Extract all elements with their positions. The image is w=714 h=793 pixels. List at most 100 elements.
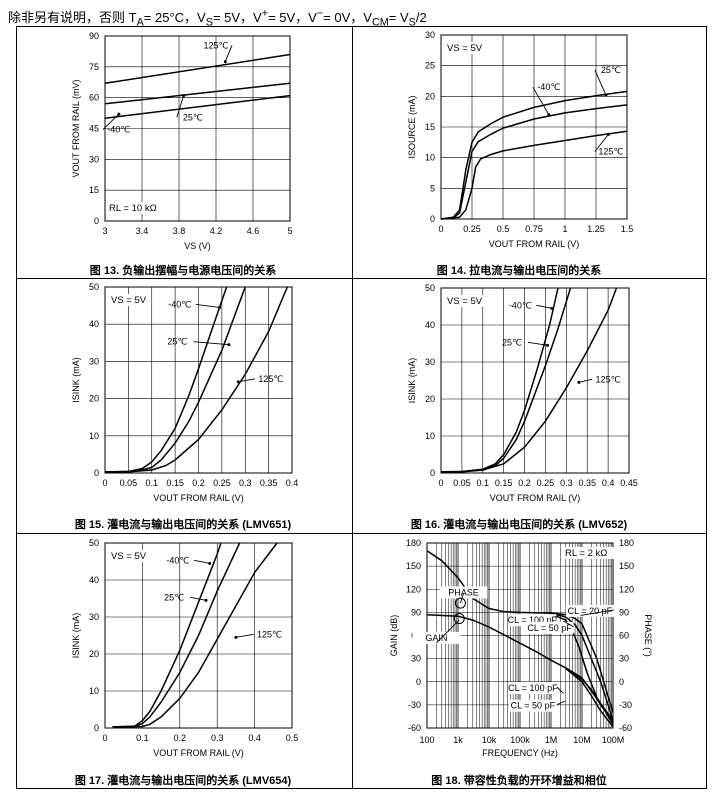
x-axis-label: VOUT FROM RAIL (V) (490, 493, 581, 503)
x-axis-label: FREQUENCY (Hz) (482, 748, 558, 758)
x-tick-label: 0.5 (497, 224, 510, 234)
series-line-125℃ (104, 53, 291, 85)
annotation-bg (563, 547, 616, 559)
figure-17-caption: 图 17. 灌电流与输出电压间的关系 (LMV654) (74, 775, 292, 787)
arrow-head (223, 60, 227, 64)
x-tick-label: 0.4 (286, 478, 299, 488)
label-leader (580, 609, 614, 616)
series-line-125℃ (112, 542, 278, 728)
series-line-125℃ (441, 287, 618, 473)
x-tick-label: 0.35 (260, 478, 278, 488)
label-arrow (102, 113, 120, 130)
label-arrow (594, 134, 609, 152)
figure-16-caption: 图 16. 灌电流与输出电压间的关系 (LMV652) (410, 519, 628, 531)
series-line--40℃ (440, 104, 628, 220)
label-arrow (238, 378, 256, 383)
series-label: 25℃ (183, 112, 203, 122)
y-tick-label: 0 (94, 216, 99, 226)
series-line-PHASE (426, 550, 614, 713)
y-tick-label: 15 (425, 122, 435, 132)
label-bg (525, 621, 574, 634)
series-line-PHASE CL=50pF (550, 612, 614, 721)
gain-phase-label: CL = 20 pF (568, 606, 613, 616)
series-label: 25℃ (601, 65, 621, 75)
y-tick-label: 90 (89, 31, 99, 41)
y-tick-label: 40 (425, 320, 435, 330)
y-tick-label: 50 (89, 538, 99, 548)
arrow-head (577, 380, 581, 384)
chart-15: 0 10 20 30 40 50 0 0.05 0.1 0.15 0.2 0.25 0.3 0.35 0.4… (71, 282, 298, 503)
y-tick-label: 0 (94, 723, 99, 733)
label-bg (565, 604, 614, 617)
series-label: 125℃ (203, 40, 228, 50)
x-tick-label: 0.1 (136, 733, 149, 743)
x-tick-label: 3 (102, 226, 107, 236)
x-tick-label: 0.15 (495, 478, 513, 488)
label-bg (439, 586, 488, 599)
y-tick-label: 180 (406, 538, 421, 548)
x-tick-label: 0.1 (477, 478, 490, 488)
label-arrow (536, 304, 552, 309)
x-tick-label: 4.2 (210, 226, 223, 236)
x-tick-label: 0 (102, 733, 107, 743)
y2-axis-label: PHASE (°) (643, 614, 653, 657)
y-tick-label: 0 (430, 468, 435, 478)
series-line--40℃ (104, 94, 291, 119)
annotation-bg (109, 550, 152, 562)
series-line-25℃ (104, 82, 291, 105)
x-tick-label: 0.75 (525, 224, 543, 234)
annotation-bg (107, 202, 165, 214)
gain-phase-label: GAIN (425, 633, 447, 643)
series-label: 125℃ (596, 374, 621, 384)
x-tick-label: 10M (573, 735, 591, 745)
x-tick-label: 0.05 (453, 478, 471, 488)
y-tick-label: 30 (89, 356, 99, 366)
arrow-head (227, 343, 231, 347)
x-tick-label: 0.35 (578, 478, 596, 488)
y-axis-label: ISINK (mA) (71, 613, 81, 659)
y-tick-label: 20 (425, 91, 435, 101)
series-line-125℃ (440, 130, 628, 220)
annotation-label: VS = 5V (447, 296, 483, 307)
series-label: 25℃ (502, 337, 522, 347)
figure-14-caption: 图 14. 拉电流与输出电压间的关系 (436, 265, 602, 277)
y-tick-label: 10 (89, 431, 99, 441)
arrow-head (550, 306, 554, 310)
plot-frame (104, 35, 291, 222)
x-tick-label: 1 (562, 224, 567, 234)
x-tick-label: 1k (453, 735, 463, 745)
label-arrow (235, 633, 254, 638)
y-axis-label: ISOURCE (mA) (407, 95, 417, 158)
x-tick-label: 0.2 (174, 733, 187, 743)
x-tick-label: 1M (545, 735, 558, 745)
label-arrow (190, 596, 207, 601)
x-tick-label: 0.4 (602, 478, 615, 488)
series-label: -40℃ (168, 299, 191, 309)
marker-circle (453, 613, 465, 625)
gain-phase-label: CL = 100 pF (508, 615, 558, 625)
x-tick-label: 4.6 (247, 226, 260, 236)
y-tick-label: 120 (406, 584, 421, 594)
label-leader (563, 620, 574, 628)
y-axis-label: GAIN (dB) (389, 615, 399, 657)
annotation-label: RL = 10 kΩ (109, 203, 157, 214)
x-tick-label: 0.15 (166, 478, 184, 488)
gain-phase-label: CL = 50 pF (511, 701, 556, 711)
plot-frame (104, 286, 293, 474)
label-arrow (578, 378, 593, 383)
x-axis-label: VS (V) (184, 241, 211, 251)
annotation-bg (109, 294, 152, 306)
y-tick-label: 30 (89, 154, 99, 164)
y-tick-label: 45 (89, 124, 99, 134)
y-tick-label: 5 (430, 183, 435, 193)
x-tick-label: 3.8 (173, 226, 186, 236)
plot-frame (440, 287, 630, 474)
y-tick-label: 50 (89, 282, 99, 292)
x-axis-label: VOUT FROM RAIL (V) (489, 239, 580, 249)
series-label: 125℃ (257, 629, 282, 639)
figure-18-caption: 图 18. 带容性负载的开环增益和相位 (431, 775, 607, 787)
x-axis-label: VOUT FROM RAIL (V) (153, 748, 244, 758)
series-label: 125℃ (598, 147, 623, 157)
x-tick-label: 0 (102, 478, 107, 488)
